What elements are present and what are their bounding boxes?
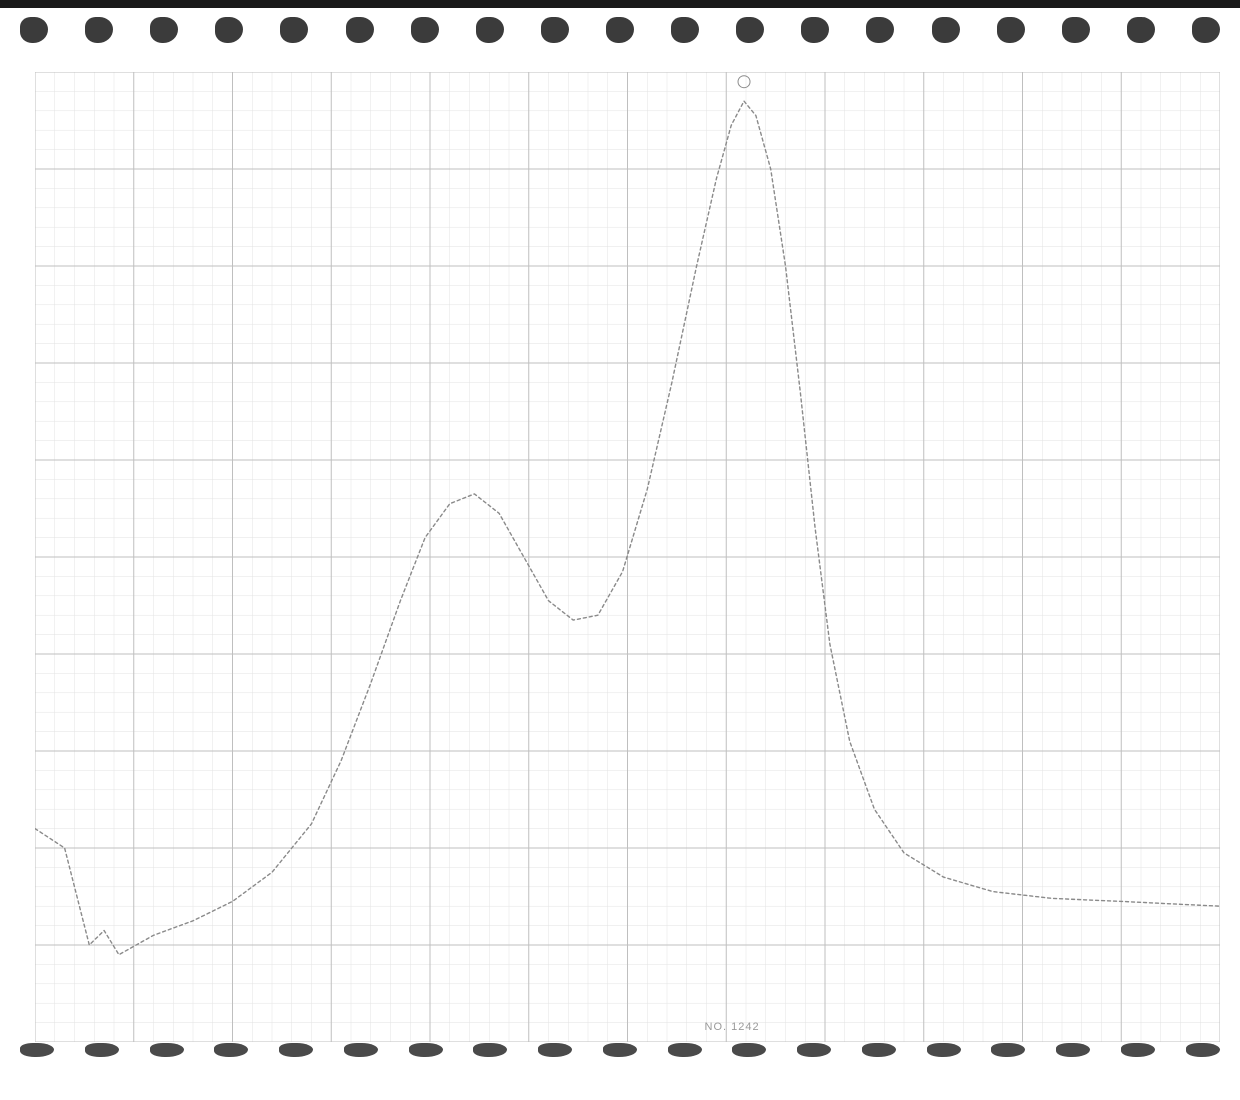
sprocket-hole-icon [1127,17,1155,43]
sprocket-hole-icon [932,17,960,43]
chart-svg [35,72,1220,1042]
sprocket-hole-icon [538,1043,572,1057]
sprocket-hole-icon [409,1043,443,1057]
sprocket-hole-icon [671,17,699,43]
sprocket-hole-icon [1062,17,1090,43]
sprocket-hole-icon [280,17,308,43]
scan-top-bar [0,0,1240,8]
sprocket-hole-icon [736,17,764,43]
sprocket-hole-icon [797,1043,831,1057]
sprocket-hole-icon [150,17,178,43]
sprocket-hole-icon [476,17,504,43]
sprocket-holes-top [0,17,1240,43]
sprocket-hole-icon [473,1043,507,1057]
sprocket-hole-icon [732,1043,766,1057]
sprocket-hole-icon [20,17,48,43]
sprocket-holes-bottom [0,1043,1240,1057]
sprocket-hole-icon [541,17,569,43]
sprocket-hole-icon [1186,1043,1220,1057]
chart-plot-area [35,72,1220,1042]
sprocket-hole-icon [346,17,374,43]
chart-paper-id-label: NO. 1242 [705,1021,760,1033]
sprocket-hole-icon [85,1043,119,1057]
sprocket-hole-icon [1192,17,1220,43]
sprocket-hole-icon [862,1043,896,1057]
sprocket-hole-icon [214,1043,248,1057]
sprocket-hole-icon [411,17,439,43]
sprocket-hole-icon [20,1043,54,1057]
page-root: NO. 1242 [0,0,1240,1100]
sprocket-hole-icon [85,17,113,43]
sprocket-hole-icon [866,17,894,43]
sprocket-hole-icon [1056,1043,1090,1057]
sprocket-hole-icon [991,1043,1025,1057]
sprocket-hole-icon [801,17,829,43]
sprocket-hole-icon [927,1043,961,1057]
sprocket-hole-icon [150,1043,184,1057]
sprocket-hole-icon [606,17,634,43]
sprocket-hole-icon [997,17,1025,43]
sprocket-hole-icon [668,1043,702,1057]
sprocket-hole-icon [603,1043,637,1057]
sprocket-hole-icon [215,17,243,43]
peak-marker-icon [738,76,750,88]
sprocket-hole-icon [344,1043,378,1057]
sprocket-hole-icon [1121,1043,1155,1057]
sprocket-hole-icon [279,1043,313,1057]
